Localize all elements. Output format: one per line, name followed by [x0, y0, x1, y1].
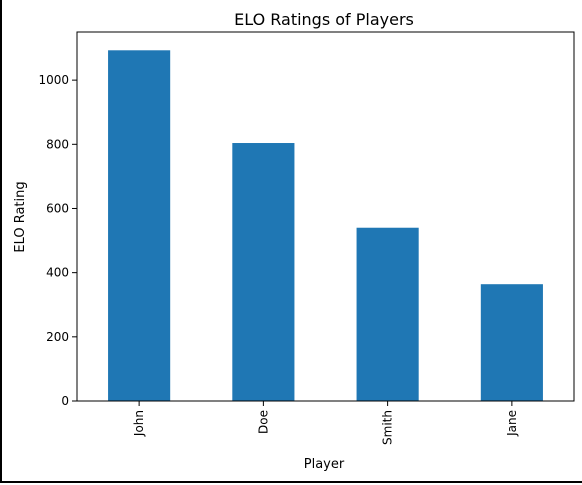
y-tick-label: 1000 [38, 73, 69, 87]
plot-frame [76, 31, 575, 402]
bar-jane [480, 284, 543, 401]
x-tick-label-smith: Smith [381, 410, 395, 445]
y-tick-label: 200 [46, 330, 69, 344]
x-tick-label-john: John [132, 410, 146, 437]
y-tick-label: 600 [46, 201, 69, 215]
y-tick-label: 400 [46, 266, 69, 280]
bar-smith [356, 227, 419, 401]
x-axis: John Doe Smith Jane [132, 401, 519, 445]
y-axis-label: ELO Rating [13, 181, 28, 252]
bar-john [108, 50, 171, 401]
x-tick-label-jane: Jane [505, 410, 519, 437]
x-axis-label: Player [304, 457, 345, 472]
y-axis: 0 200 400 600 800 1000 [38, 73, 77, 408]
y-tick-label: 0 [61, 394, 69, 408]
bars-layer [108, 50, 543, 401]
chart-title: ELO Ratings of Players [234, 10, 414, 29]
x-tick-label-doe: Doe [256, 410, 270, 434]
y-tick-label: 800 [46, 137, 69, 151]
bar-doe [232, 143, 295, 401]
